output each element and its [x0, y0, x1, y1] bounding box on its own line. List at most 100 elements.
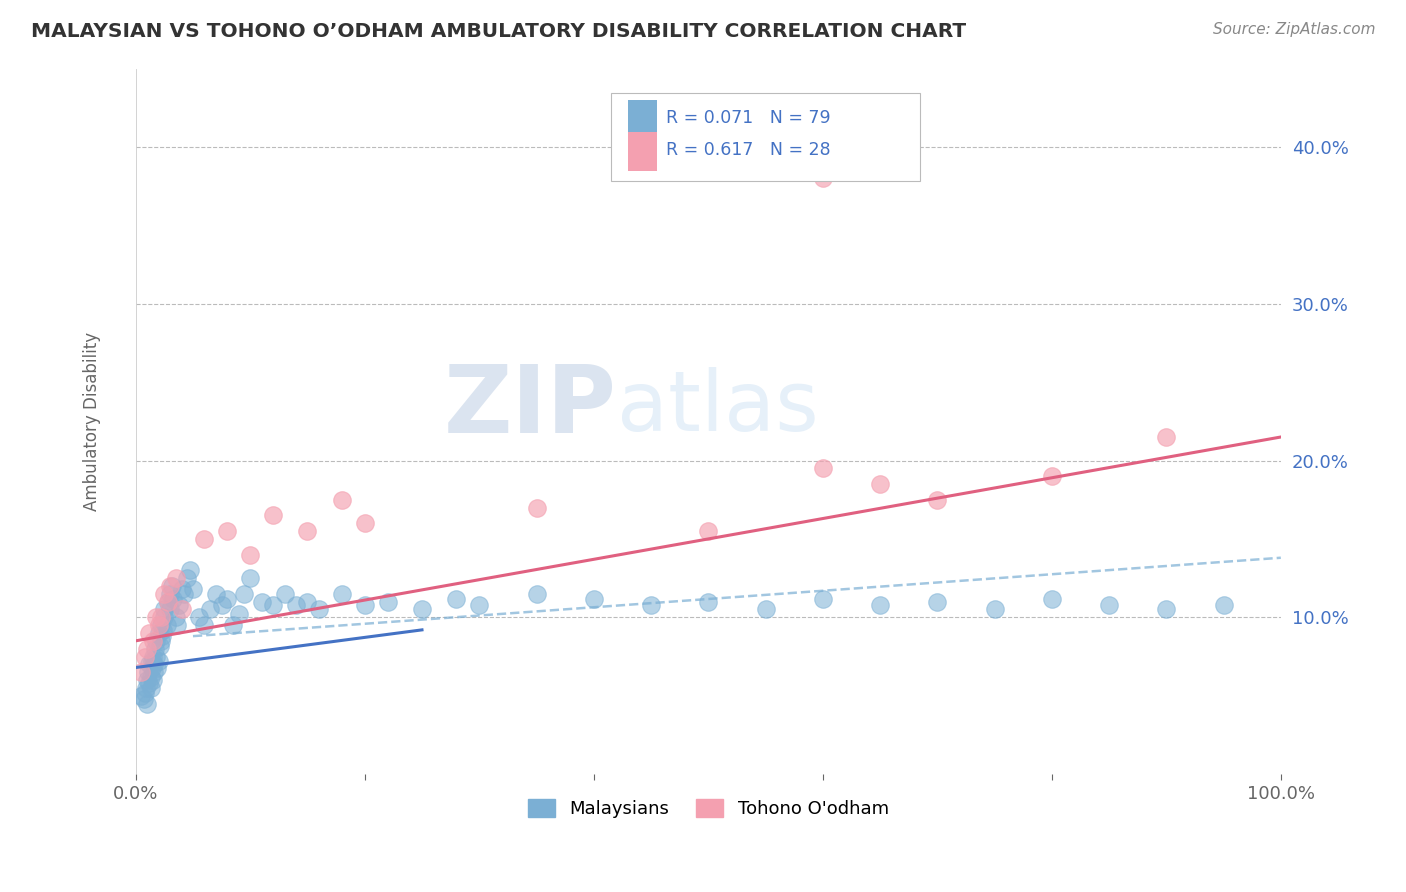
Point [377, 594, 399, 608]
Point [141, 660, 163, 674]
Point [582, 591, 605, 606]
Point [640, 598, 662, 612]
Point [228, 607, 250, 622]
Text: Ambulatory Disability: Ambulatory Disability [83, 332, 101, 511]
Point [179, 563, 201, 577]
Point [330, 587, 353, 601]
Point [132, 691, 155, 706]
Point [139, 670, 162, 684]
Point [754, 602, 776, 616]
Point [869, 477, 891, 491]
Point [468, 598, 491, 612]
Point [170, 582, 193, 596]
Point [159, 602, 181, 616]
Point [187, 610, 209, 624]
Point [222, 618, 245, 632]
Text: R = 0.617   N = 28: R = 0.617 N = 28 [666, 141, 831, 159]
Point [159, 587, 181, 601]
Point [131, 665, 153, 680]
Point [162, 579, 184, 593]
Point [149, 633, 172, 648]
Point [135, 681, 157, 695]
Point [148, 618, 170, 632]
Point [233, 587, 256, 601]
Point [1212, 598, 1234, 612]
Point [239, 571, 262, 585]
Point [262, 598, 284, 612]
Point [697, 594, 720, 608]
Point [145, 633, 167, 648]
Point [697, 524, 720, 538]
Point [526, 500, 548, 515]
Point [170, 602, 193, 616]
Point [150, 629, 173, 643]
Point [1098, 598, 1121, 612]
Point [156, 594, 179, 608]
Point [156, 618, 179, 632]
Text: Source: ZipAtlas.com: Source: ZipAtlas.com [1212, 22, 1375, 37]
Point [138, 657, 160, 672]
Point [411, 602, 433, 616]
Legend: Malaysians, Tohono O'odham: Malaysians, Tohono O'odham [520, 791, 896, 825]
Point [166, 618, 188, 632]
Point [136, 673, 159, 687]
Point [145, 610, 167, 624]
Point [138, 626, 160, 640]
Point [148, 626, 170, 640]
Point [446, 591, 468, 606]
Point [927, 492, 949, 507]
Point [138, 676, 160, 690]
Point [330, 492, 353, 507]
Text: ZIP: ZIP [444, 361, 617, 453]
Point [1156, 430, 1178, 444]
Point [145, 649, 167, 664]
Point [297, 524, 319, 538]
Point [927, 594, 949, 608]
FancyBboxPatch shape [628, 100, 657, 139]
Point [143, 665, 166, 680]
Point [239, 548, 262, 562]
Point [134, 649, 156, 664]
Point [308, 602, 330, 616]
Point [205, 587, 228, 601]
Point [173, 587, 195, 601]
Point [811, 461, 834, 475]
Point [181, 582, 204, 596]
Point [983, 602, 1005, 616]
Point [285, 598, 308, 612]
Point [217, 591, 239, 606]
Point [165, 610, 187, 624]
Point [162, 591, 184, 606]
Point [143, 641, 166, 656]
Point [353, 516, 375, 531]
FancyBboxPatch shape [628, 132, 657, 171]
Point [211, 598, 233, 612]
Point [136, 641, 159, 656]
Point [167, 598, 190, 612]
Point [142, 673, 165, 687]
Point [1040, 469, 1063, 483]
Point [149, 610, 172, 624]
Point [134, 685, 156, 699]
Point [139, 681, 162, 695]
Point [142, 633, 165, 648]
Point [153, 602, 176, 616]
Point [869, 598, 891, 612]
Point [193, 618, 215, 632]
Text: MALAYSIAN VS TOHONO O’ODHAM AMBULATORY DISABILITY CORRELATION CHART: MALAYSIAN VS TOHONO O’ODHAM AMBULATORY D… [31, 22, 966, 41]
Point [217, 524, 239, 538]
Point [165, 571, 187, 585]
Point [1040, 591, 1063, 606]
Point [198, 602, 221, 616]
Point [811, 171, 834, 186]
Point [136, 665, 159, 680]
Text: R = 0.071   N = 79: R = 0.071 N = 79 [666, 109, 831, 127]
Point [153, 587, 176, 601]
Point [143, 657, 166, 672]
Point [353, 598, 375, 612]
Point [141, 654, 163, 668]
Point [262, 508, 284, 523]
Text: atlas: atlas [617, 367, 818, 448]
Point [146, 660, 169, 674]
Point [297, 594, 319, 608]
